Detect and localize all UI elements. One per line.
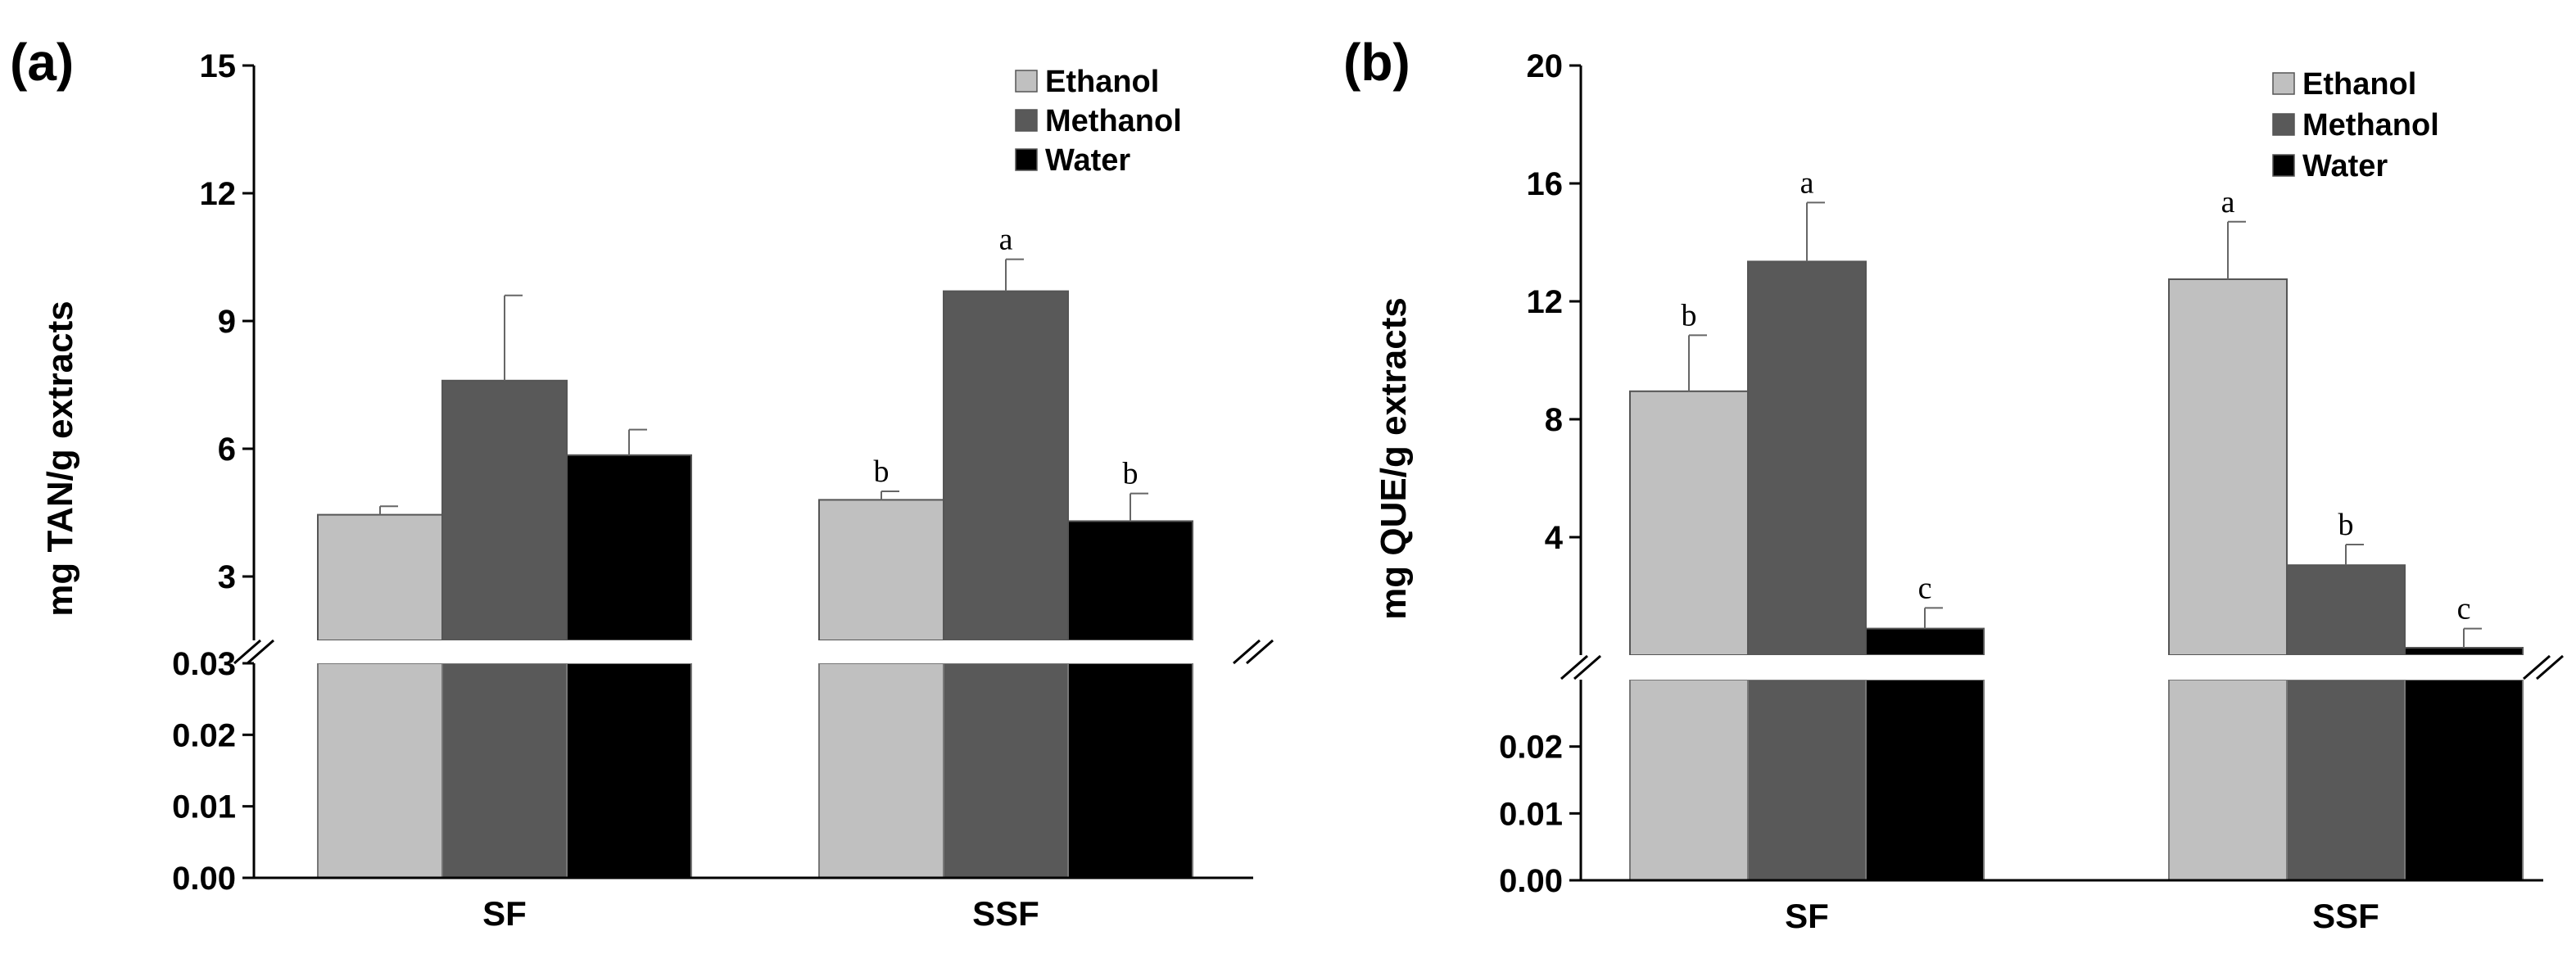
bar-lower-water-sf	[566, 662, 692, 879]
chart-panel-b: (b) mg QUE/g extracts b a a b c c 4 8 12 16 20 0.00 0.…	[1343, 33, 2576, 935]
bar-methanol-sf	[441, 379, 568, 641]
bar-methanol-sf	[1747, 260, 1867, 656]
legend-swatch-methanol	[1015, 109, 1038, 132]
y-tick-label-upper: 8	[1545, 402, 1563, 438]
axis-break-mark	[2523, 654, 2551, 680]
y-tick-label-lower: 0.02	[172, 717, 236, 753]
bar-lower-methanol-sf	[441, 662, 568, 879]
significance-letter: b	[1123, 457, 1139, 491]
bar-water-ssf	[1067, 520, 1193, 642]
y-tick-label-lower: 0.02	[1499, 730, 1563, 766]
y-axis-label: mg TAN/g extracts	[40, 301, 80, 617]
y-tick-label-upper: 3	[218, 559, 236, 595]
bar-lower-water-sf	[1865, 679, 1985, 881]
legend-swatch-methanol	[2272, 113, 2295, 136]
legend-swatch-ethanol	[2272, 72, 2295, 95]
axis-break-gap	[221, 640, 1286, 663]
bar-lower-methanol-ssf	[943, 662, 1069, 879]
legend-label-water: Water	[1045, 143, 1130, 178]
legend-label-ethanol: Ethanol	[2302, 67, 2416, 102]
bar-water-ssf	[2404, 647, 2524, 656]
axis-break-mark	[233, 639, 261, 665]
bar-ethanol-ssf	[818, 499, 944, 642]
x-category-label: SSF	[972, 894, 1039, 933]
x-category-label: SF	[482, 894, 527, 933]
axis-break-mark	[1246, 639, 1274, 665]
legend-label-methanol: Methanol	[2302, 108, 2439, 142]
legend-swatch-water	[1015, 148, 1038, 171]
significance-letter: c	[2457, 592, 2471, 626]
y-tick-label-upper: 15	[200, 48, 237, 84]
significance-letter: a	[999, 223, 1013, 257]
bar-lower-ethanol-ssf	[818, 662, 944, 879]
axis-break-mark	[1560, 654, 1588, 680]
x-category-label: SSF	[2312, 897, 2379, 935]
significance-letter: b	[2338, 508, 2354, 542]
significance-letter: b	[1682, 298, 1697, 332]
bar-methanol-ssf	[943, 290, 1069, 641]
legend-swatch-ethanol	[1015, 70, 1038, 93]
bar-water-sf	[1865, 627, 1985, 656]
bar-lower-ethanol-sf	[317, 662, 443, 879]
bar-water-sf	[566, 454, 692, 641]
y-tick-label-lower: 0.03	[172, 646, 236, 682]
significance-letter: b	[874, 454, 890, 489]
legend-label-ethanol: Ethanol	[1045, 65, 1159, 99]
bar-lower-water-ssf	[2404, 679, 2524, 881]
y-axis-label: mg QUE/g extracts	[1374, 297, 1414, 620]
bar-lower-methanol-ssf	[2286, 679, 2406, 881]
y-tick-label-upper: 4	[1545, 520, 1564, 556]
y-tick-label-lower: 0.00	[172, 861, 236, 897]
bar-lower-methanol-sf	[1747, 679, 1867, 881]
bar-lower-ethanol-sf	[1629, 679, 1749, 881]
bar-methanol-ssf	[2286, 564, 2406, 657]
chart-panel-a: (a) mg TAN/g extracts b a b 3 6 9 12 15 0.00 0.01 0.…	[10, 33, 1286, 933]
significance-letter: a	[1800, 165, 1814, 200]
significance-letter: c	[1918, 571, 1932, 605]
panel-label: (b)	[1343, 33, 1410, 92]
bar-ethanol-sf	[317, 513, 443, 641]
axis-break-gap	[1548, 655, 2576, 680]
axis-break-mark	[1573, 654, 1601, 680]
bar-lower-water-ssf	[1067, 662, 1193, 879]
panel-label: (a)	[10, 33, 74, 92]
y-tick-label-lower: 0.01	[172, 789, 236, 825]
x-category-label: SF	[1785, 897, 1829, 935]
axis-break-mark	[1233, 639, 1261, 665]
axis-break-mark	[247, 639, 274, 665]
bar-ethanol-ssf	[2168, 278, 2288, 656]
legend-label-water: Water	[2302, 149, 2388, 183]
legend-swatch-water	[2272, 154, 2295, 177]
y-tick-label-upper: 12	[1527, 284, 1564, 320]
axis-break-mark	[2536, 654, 2564, 680]
y-tick-label-lower: 0.01	[1499, 796, 1563, 832]
bar-ethanol-sf	[1629, 390, 1749, 656]
y-tick-label-upper: 9	[218, 304, 236, 340]
significance-letter: a	[2221, 185, 2235, 219]
y-tick-label-upper: 20	[1527, 48, 1564, 84]
bar-lower-ethanol-ssf	[2168, 679, 2288, 881]
y-tick-label-lower: 0.00	[1499, 863, 1563, 899]
y-tick-label-upper: 6	[218, 432, 236, 468]
y-tick-label-upper: 12	[200, 176, 237, 212]
legend-label-methanol: Methanol	[1045, 104, 1182, 138]
y-tick-label-upper: 16	[1527, 166, 1564, 202]
